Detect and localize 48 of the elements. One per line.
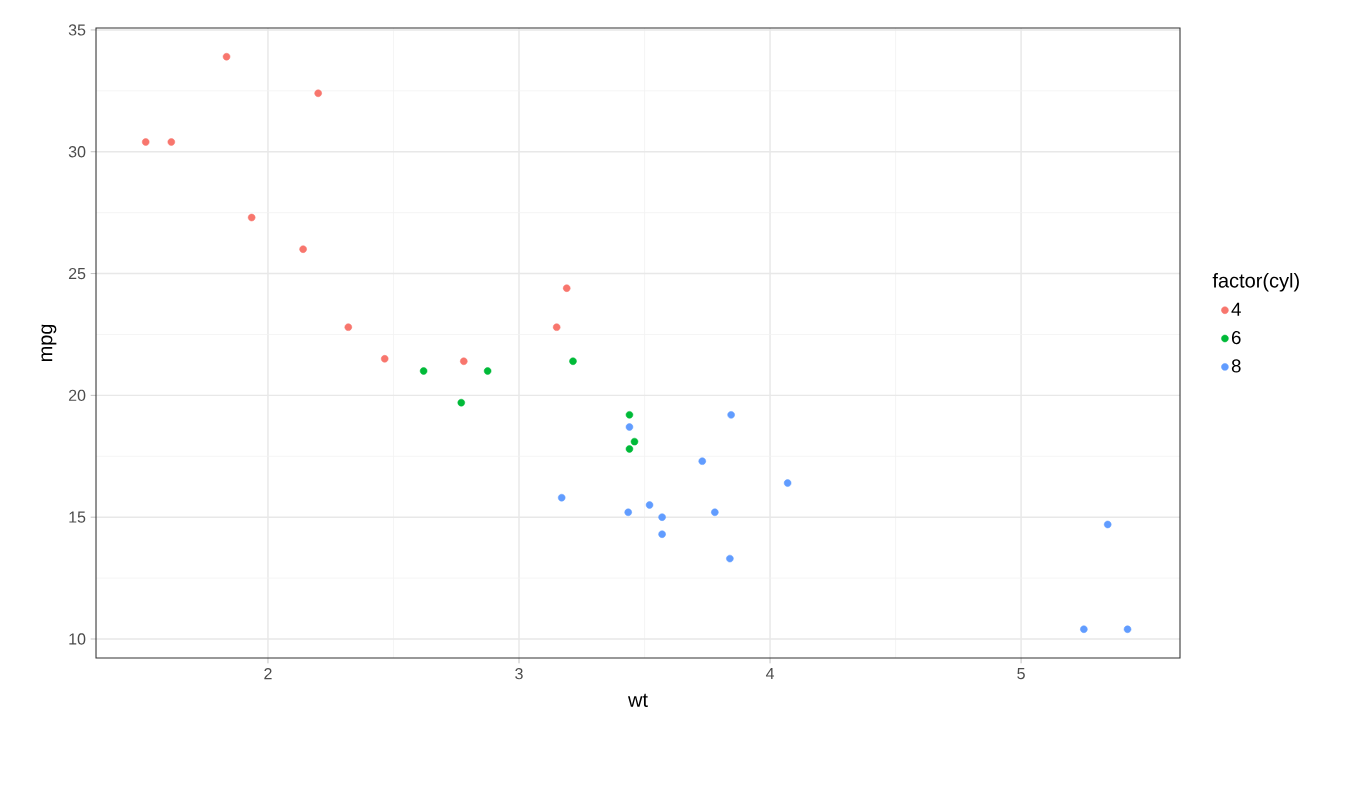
point <box>419 367 428 375</box>
legend-label: 6 <box>1231 330 1241 345</box>
point <box>727 411 735 419</box>
legend-title: factor(cyl) <box>1212 272 1299 292</box>
point <box>344 323 353 331</box>
point <box>1103 520 1112 529</box>
y-axis-title: mpg <box>41 324 57 362</box>
y-tick-label: 30 <box>68 146 86 158</box>
y-tick-label: 15 <box>69 511 86 523</box>
legend-label: 4 <box>1231 302 1241 316</box>
point <box>698 457 707 465</box>
point <box>645 501 654 509</box>
point <box>552 323 561 331</box>
point <box>557 493 566 502</box>
point <box>625 411 634 419</box>
point <box>247 213 256 222</box>
x-tick-label: 2 <box>264 668 272 680</box>
point <box>222 53 231 61</box>
point <box>625 423 634 431</box>
point <box>711 508 719 517</box>
point <box>625 445 634 453</box>
x-tick-label: 5 <box>1017 668 1025 680</box>
point <box>483 367 492 375</box>
y-tick-label: 25 <box>68 267 86 280</box>
point <box>314 89 322 98</box>
point <box>630 437 639 446</box>
point <box>658 530 666 538</box>
point <box>380 355 389 363</box>
point <box>658 513 666 521</box>
point <box>569 357 577 365</box>
point <box>141 138 150 146</box>
y-tick-label: 20 <box>68 389 86 402</box>
point <box>457 398 466 407</box>
x-tick-label: 3 <box>515 668 523 680</box>
x-axis-title: wt <box>627 693 648 707</box>
point <box>783 479 792 487</box>
point <box>299 245 307 253</box>
point <box>460 357 468 365</box>
point <box>726 554 734 563</box>
point <box>562 284 571 292</box>
x-tick-label: 4 <box>765 668 775 680</box>
y-tick-label: 35 <box>68 24 86 36</box>
point <box>624 508 632 517</box>
y-tick-label: 10 <box>69 633 86 645</box>
point <box>167 138 176 146</box>
point <box>1080 625 1088 633</box>
point <box>1123 625 1132 633</box>
legend-label: 8 <box>1231 359 1241 373</box>
